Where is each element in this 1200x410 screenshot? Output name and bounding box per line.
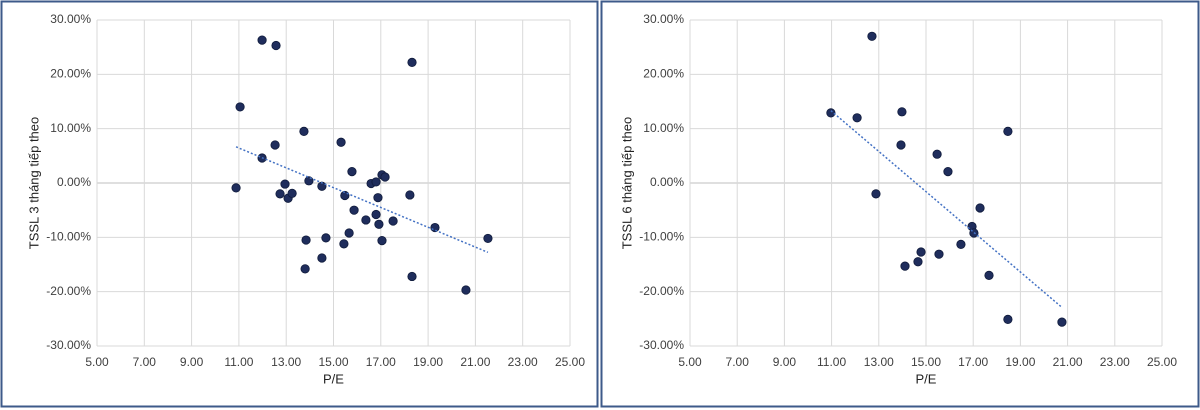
x-axis-label: P/E bbox=[323, 371, 344, 386]
x-tick-label: 19.00 bbox=[1005, 355, 1035, 369]
x-tick-label: 13.00 bbox=[864, 355, 894, 369]
point bbox=[388, 216, 398, 226]
point bbox=[956, 239, 966, 249]
x-tick-label: 23.00 bbox=[508, 355, 538, 369]
point bbox=[300, 264, 310, 274]
x-tick-label: 15.00 bbox=[911, 355, 941, 369]
x-tick-label: 21.00 bbox=[460, 355, 490, 369]
x-tick-label: 5.00 bbox=[85, 355, 109, 369]
point bbox=[373, 193, 383, 203]
x-tick-label: 19.00 bbox=[413, 355, 443, 369]
panel-border bbox=[600, 0, 1200, 408]
point bbox=[287, 188, 297, 198]
point bbox=[380, 172, 390, 182]
point bbox=[377, 235, 387, 246]
y-tick-label: -30.00% bbox=[639, 338, 684, 352]
point bbox=[317, 253, 327, 263]
y-tick-label: 30.00% bbox=[50, 12, 91, 26]
y-tick-label: 30.00% bbox=[643, 12, 684, 26]
x-tick-label: 9.00 bbox=[773, 355, 797, 369]
point bbox=[336, 137, 346, 147]
point bbox=[932, 149, 942, 159]
point bbox=[340, 190, 350, 201]
y-axis-label: TSSL 6 tháng tiếp theo bbox=[619, 117, 634, 250]
y-tick-label: -10.00% bbox=[639, 230, 684, 244]
point bbox=[271, 40, 281, 51]
trendline bbox=[235, 146, 489, 254]
point bbox=[852, 113, 862, 123]
point bbox=[943, 166, 953, 177]
x-tick-label: 11.00 bbox=[224, 355, 253, 369]
x-tick-label: 17.00 bbox=[366, 355, 396, 369]
point bbox=[975, 203, 985, 213]
point bbox=[231, 183, 241, 193]
x-tick-label: 25.00 bbox=[1147, 355, 1177, 369]
point bbox=[897, 107, 907, 117]
point bbox=[299, 126, 309, 136]
point bbox=[235, 102, 245, 112]
panel-border bbox=[0, 0, 599, 408]
y-tick-label: 0.00% bbox=[57, 175, 91, 189]
point bbox=[1003, 314, 1013, 324]
point bbox=[280, 179, 290, 189]
point bbox=[826, 108, 836, 118]
y-axis-label: TSSL 3 tháng tiếp theo bbox=[26, 117, 41, 250]
x-tick-label: 23.00 bbox=[1100, 355, 1130, 369]
y-tick-label: 0.00% bbox=[650, 175, 684, 189]
point bbox=[321, 233, 331, 243]
point bbox=[934, 249, 944, 259]
y-tick-label: -20.00% bbox=[639, 284, 684, 298]
y-tick-label: 10.00% bbox=[643, 121, 684, 135]
point bbox=[344, 228, 354, 238]
x-tick-label: 9.00 bbox=[180, 355, 204, 369]
point bbox=[1057, 317, 1067, 327]
x-tick-label: 15.00 bbox=[318, 355, 348, 369]
x-tick-label: 5.00 bbox=[678, 355, 702, 369]
point bbox=[371, 209, 381, 220]
x-tick-label: 17.00 bbox=[958, 355, 988, 369]
x-tick-label: 13.00 bbox=[271, 355, 301, 369]
point bbox=[361, 215, 371, 225]
y-tick-label: -20.00% bbox=[46, 284, 91, 298]
point bbox=[301, 235, 311, 245]
point bbox=[349, 205, 359, 215]
point bbox=[896, 140, 906, 150]
point bbox=[275, 189, 285, 199]
y-tick-label: 20.00% bbox=[643, 67, 684, 81]
point bbox=[984, 270, 994, 280]
x-tick-label: 25.00 bbox=[555, 355, 585, 369]
trendline bbox=[830, 110, 1063, 308]
x-axis-label: P/E bbox=[916, 371, 937, 386]
point bbox=[405, 190, 415, 200]
y-tick-label: 10.00% bbox=[50, 121, 91, 135]
point bbox=[871, 189, 881, 199]
point bbox=[900, 261, 910, 271]
point bbox=[339, 239, 349, 249]
y-tick-label: 20.00% bbox=[50, 67, 91, 81]
x-tick-label: 21.00 bbox=[1053, 355, 1083, 369]
point bbox=[270, 140, 280, 150]
point bbox=[371, 177, 381, 187]
x-tick-label: 11.00 bbox=[817, 355, 846, 369]
point bbox=[257, 35, 267, 45]
point bbox=[407, 271, 417, 282]
y-tick-label: -30.00% bbox=[46, 338, 91, 352]
point bbox=[430, 222, 440, 233]
x-tick-label: 7.00 bbox=[726, 355, 750, 369]
point bbox=[867, 31, 877, 41]
x-tick-label: 7.00 bbox=[133, 355, 157, 369]
point bbox=[347, 166, 357, 177]
point bbox=[1003, 126, 1013, 136]
point bbox=[913, 257, 923, 267]
point bbox=[407, 57, 417, 67]
point bbox=[374, 219, 384, 229]
point bbox=[461, 285, 471, 295]
point bbox=[916, 247, 926, 257]
point bbox=[483, 233, 493, 244]
y-tick-label: -10.00% bbox=[46, 230, 91, 244]
